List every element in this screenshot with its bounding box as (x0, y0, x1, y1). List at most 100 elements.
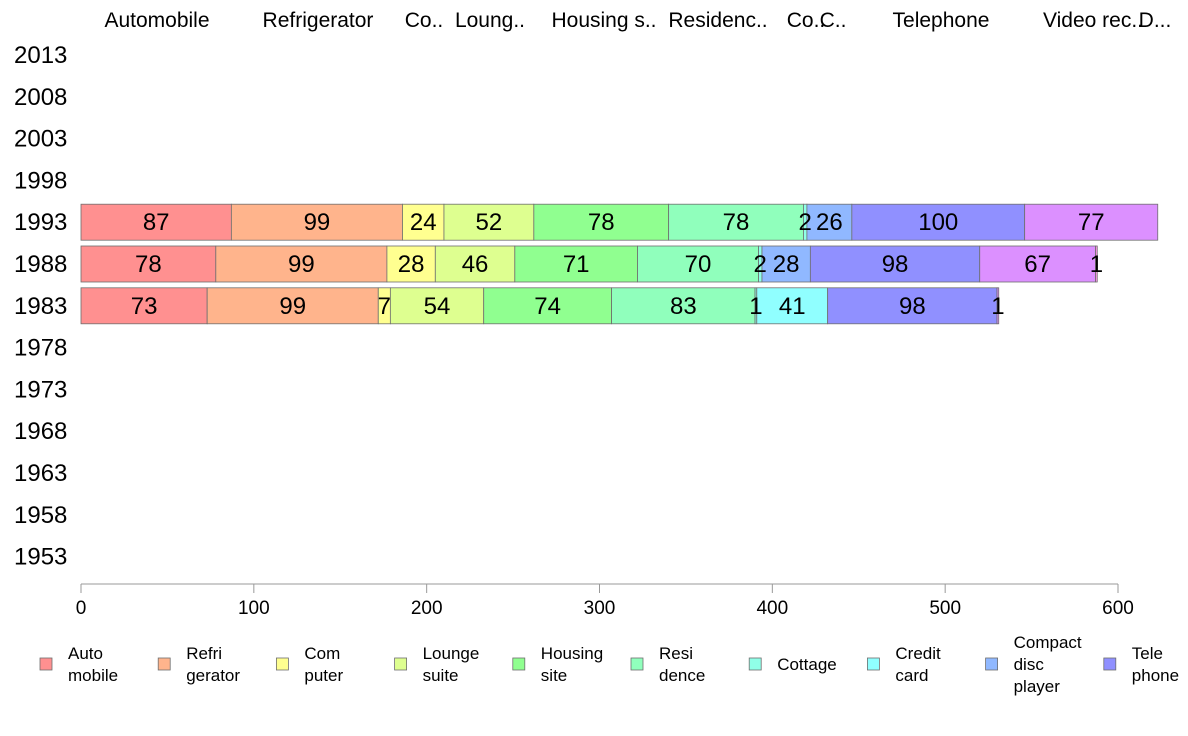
y-tick-label: 1963 (14, 460, 67, 487)
bar-segment (996, 287, 1000, 325)
bar-value-label: 73 (131, 293, 158, 320)
bars (80, 203, 1159, 325)
column-header: Housing s.. (551, 9, 656, 32)
bar-segment (80, 287, 208, 325)
bar-value-label: 28 (398, 251, 425, 278)
legend-swatch (512, 657, 526, 671)
bar-segment (389, 287, 485, 325)
column-header: C.. (820, 9, 847, 32)
y-tick-label: 1958 (14, 502, 67, 529)
bar-value-label: 78 (588, 209, 615, 236)
legend-swatch (1103, 657, 1117, 671)
legend-swatch (157, 657, 171, 671)
bar-value-label: 99 (279, 293, 306, 320)
bar-segment (611, 287, 756, 325)
bar-value-label: 74 (534, 293, 561, 320)
x-tick-label: 300 (584, 598, 616, 619)
bar-segment (1095, 245, 1098, 283)
legend-label: Auto mobile (68, 644, 118, 685)
bar-value-label: 83 (670, 293, 697, 320)
bar-segment (514, 245, 638, 283)
legend-swatch (748, 657, 762, 671)
y-tick-label: 2013 (14, 42, 67, 69)
legend-swatch (275, 657, 289, 671)
x-tick-label: 0 (76, 598, 87, 619)
legend-label: Tele phone (1132, 644, 1179, 685)
bar-value-label: 28 (773, 251, 800, 278)
legend-label: Lounge suite (423, 644, 480, 685)
y-tick-label: 1953 (14, 544, 67, 571)
legend-swatch (867, 657, 880, 671)
bar-value-label: 77 (1078, 209, 1105, 236)
bar-value-label: 26 (816, 209, 843, 236)
y-tick-label: 1988 (14, 251, 67, 278)
bar-segment (533, 203, 670, 241)
bar-segment (483, 287, 612, 325)
bar-segment (809, 245, 981, 283)
column-header: Co.. (787, 9, 826, 32)
bar-segment (761, 245, 811, 283)
bar-value-label: 7 (378, 293, 391, 320)
y-tick-label: 1998 (14, 167, 67, 194)
bar-value-label: 99 (304, 209, 331, 236)
y-axis-labels: 2013 2008 2003 1998 1993 1988 1983 1978 1973 1968… (14, 42, 67, 571)
bar-value-label: 1 (749, 293, 762, 320)
column-header: Video rec.. (1043, 9, 1143, 32)
legend-label: Refri gerator (186, 644, 240, 685)
bar-segment (1024, 203, 1159, 241)
bar-segment (827, 287, 998, 325)
bar-value-label: 67 (1024, 251, 1051, 278)
bar-value-label: 70 (685, 251, 712, 278)
bar-segment (756, 287, 829, 325)
bar-value-label: 1 (991, 293, 1004, 320)
bar-value-label: 78 (135, 251, 162, 278)
x-tick-label: 500 (929, 598, 961, 619)
y-tick-label: 1993 (14, 209, 67, 236)
bar-value-label: 46 (462, 251, 489, 278)
bar-segment (206, 287, 379, 325)
y-tick-label: 1978 (14, 335, 67, 362)
legend-label: Cottage (777, 655, 837, 674)
column-header: Residenc.. (668, 9, 767, 32)
legend-swatch (630, 657, 644, 671)
bar-value-label: 87 (143, 209, 170, 236)
x-tick-label: 400 (756, 598, 788, 619)
column-header: D... (1139, 9, 1172, 32)
legend-label: Credit card (895, 644, 941, 685)
bar-value-label: 71 (563, 251, 590, 278)
y-tick-label: 1968 (14, 418, 67, 445)
bar-value-label: 99 (288, 251, 315, 278)
x-axis: 0 100 200 300 400 500 600 (76, 583, 1134, 619)
y-tick-label: 1983 (14, 293, 67, 320)
bar-value-label: 100 (918, 209, 958, 236)
x-tick-label: 200 (411, 598, 443, 619)
column-header: Automobile (104, 9, 209, 32)
bar-value-label: 54 (424, 293, 451, 320)
x-tick-label: 100 (238, 598, 270, 619)
bar-value-label: 98 (899, 293, 926, 320)
y-tick-label: 1973 (14, 376, 67, 403)
column-header: Co.. (405, 9, 444, 32)
legend-swatch (39, 657, 53, 671)
legend-label: Housing site (541, 644, 603, 685)
bar-segment (979, 245, 1096, 283)
legend-swatch (394, 657, 408, 671)
legend-label: Resi dence (659, 644, 705, 685)
bar-value-label: 24 (410, 209, 437, 236)
bar-value-label: 2 (798, 209, 811, 236)
bar-segment (215, 245, 388, 283)
legend: Auto mobile Refri gerator Com puter Lounge suit… (39, 633, 1179, 696)
legend-label: Compact disc player (1014, 633, 1082, 696)
bar-value-label: 1 (1090, 251, 1103, 278)
bar-value-label: 41 (779, 293, 806, 320)
bar-segment (230, 203, 403, 241)
column-header: Telephone (893, 9, 990, 32)
bar-value-label: 78 (723, 209, 750, 236)
bar-value-label: 98 (882, 251, 909, 278)
bar-segment (434, 245, 516, 283)
bar-value-label: 2 (754, 251, 767, 278)
bar-value-label: 52 (476, 209, 503, 236)
bar-segment (851, 203, 1026, 241)
